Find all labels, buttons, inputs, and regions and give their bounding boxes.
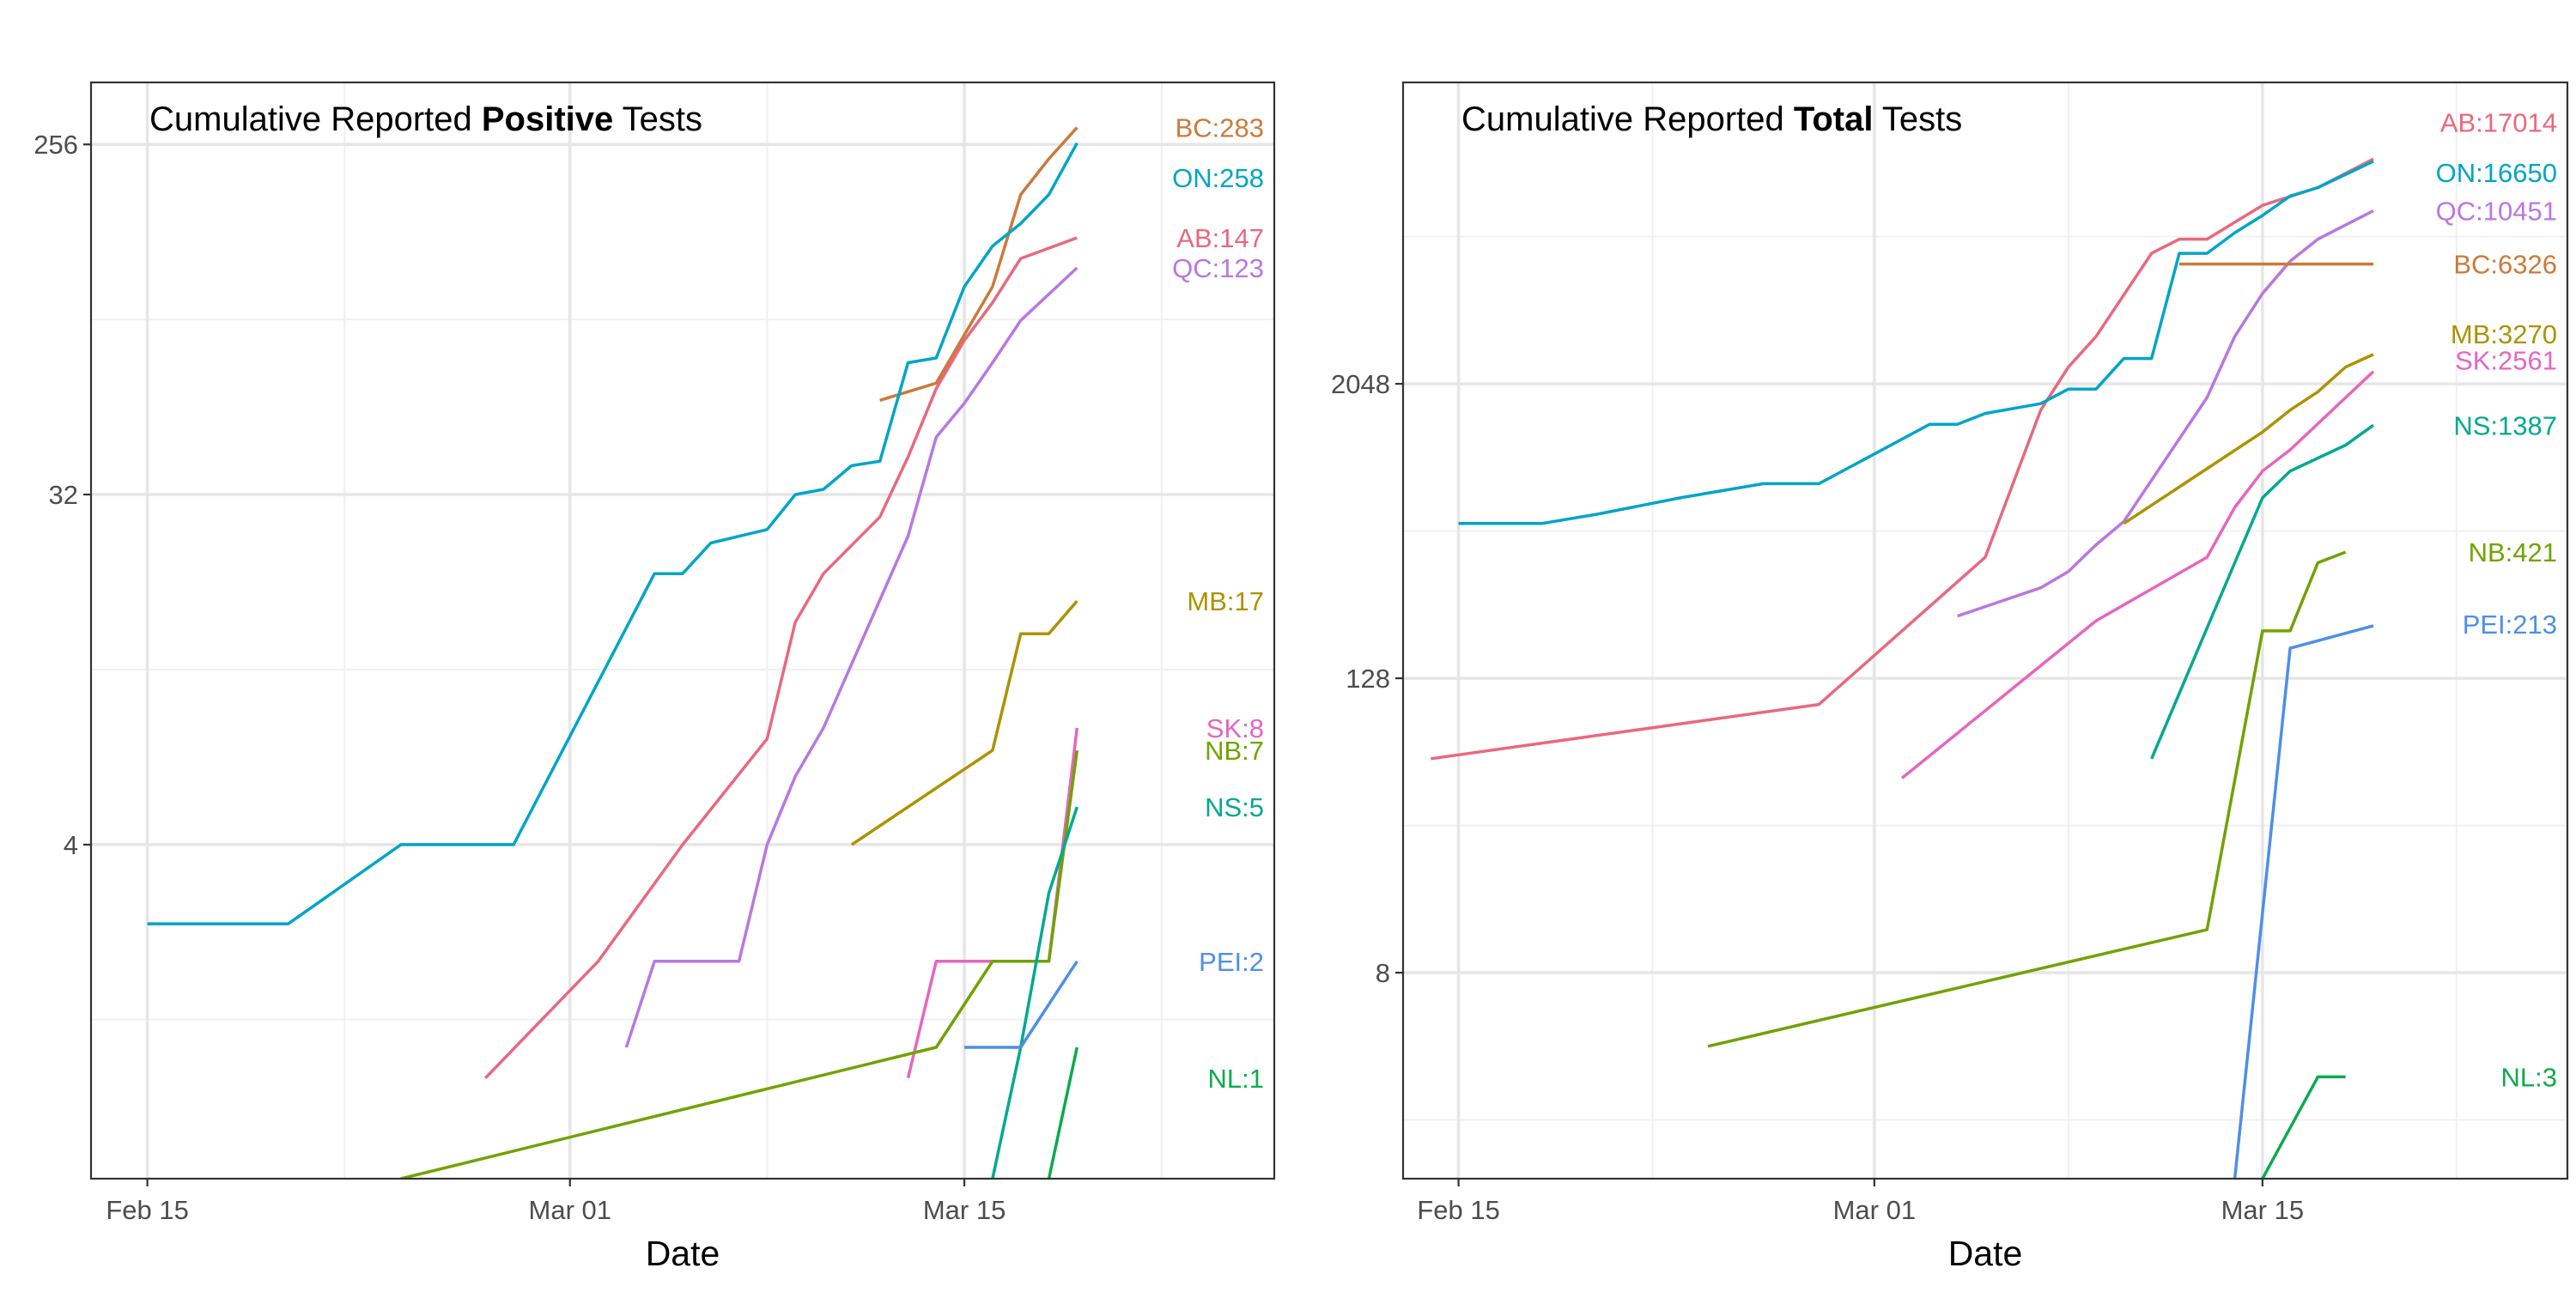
series-end-label-ab: AB:147 [1176,223,1264,253]
series-end-label-ns: NS:5 [1205,792,1264,822]
series-end-label-pei: PEI:2 [1199,947,1264,977]
x-tick-label: Mar 15 [2221,1195,2304,1225]
series-end-label-nb: NB:421 [2469,537,2557,567]
y-tick-label: 128 [1346,664,1390,694]
series-line-nb [400,749,1079,1179]
series-line-nl [2261,1075,2346,1179]
y-tick-label: 256 [33,130,78,160]
series-line-nb [1707,550,2347,1048]
series-end-label-nl: NL:1 [1208,1064,1264,1094]
panel-title: Cumulative Reported Positive Tests [149,100,702,138]
series-line-bc [879,126,1078,402]
series-line-qc [1957,209,2374,618]
series-line-on [1458,160,2374,525]
series-line-pei [964,960,1078,1049]
series-line-ab [1431,157,2374,761]
series-end-label-nl: NL:3 [2501,1062,2557,1092]
series-line-pei [2233,624,2374,1179]
series-line-sk [1900,370,2375,779]
x-tick-label: Mar 15 [923,1195,1005,1225]
x-tick-label: Feb 15 [106,1195,189,1225]
y-tick-label: 4 [64,830,78,860]
series-lines [1431,157,2375,1179]
series-end-label-on: ON:16650 [2436,158,2557,188]
series-line-ns [2150,423,2375,760]
series-end-label-on: ON:258 [1172,163,1264,193]
panel-border [1401,81,2569,1180]
chart-panel-2: AB:17014 ON:16650 QC:10451 BC:6326 MB:3270SK… [1331,81,2569,1273]
series-line-nl [1047,1046,1079,1179]
series-end-label-bc: BC:283 [1176,113,1264,143]
series-end-label-qc: QC:123 [1172,253,1264,283]
x-tick-label: Mar 01 [1833,1195,1916,1225]
series-end-label-mb: MB:3270 [2451,319,2557,349]
panel-title: Cumulative Reported Total Tests [1461,100,1962,138]
y-tick-label: 8 [1376,958,1390,988]
y-tick-label: 2048 [1331,369,1390,399]
series-end-label-mb: MB:17 [1187,586,1264,616]
x-axis-title: Date [1948,1234,2023,1273]
series-end-label-ab: AB:17014 [2440,108,2557,138]
x-tick-label: Feb 15 [1417,1195,1500,1225]
series-end-label-sk: SK:8 [1206,713,1264,743]
series-line-ab [484,236,1078,1080]
series-lines [147,126,1079,1179]
series-line-qc [624,266,1078,1048]
series-end-label-nb: NB:7 [1205,736,1264,766]
y-tick-label: 32 [49,480,78,510]
series-end-label-bc: BC:6326 [2453,250,2557,280]
x-tick-label: Mar 01 [529,1195,611,1225]
panel-border [89,81,1276,1180]
series-line-mb [2123,353,2374,525]
series-end-label-qc: QC:10451 [2436,197,2557,227]
series-line-ns [991,806,1078,1179]
x-axis-title: Date [646,1234,720,1273]
series-line-on [147,142,1078,925]
series-end-label-pei: PEI:213 [2463,610,2557,640]
series-end-label-sk: SK:2561 [2455,345,2557,375]
series-end-label-ns: NS:1387 [2453,410,2557,440]
series-line-mb [850,599,1078,846]
